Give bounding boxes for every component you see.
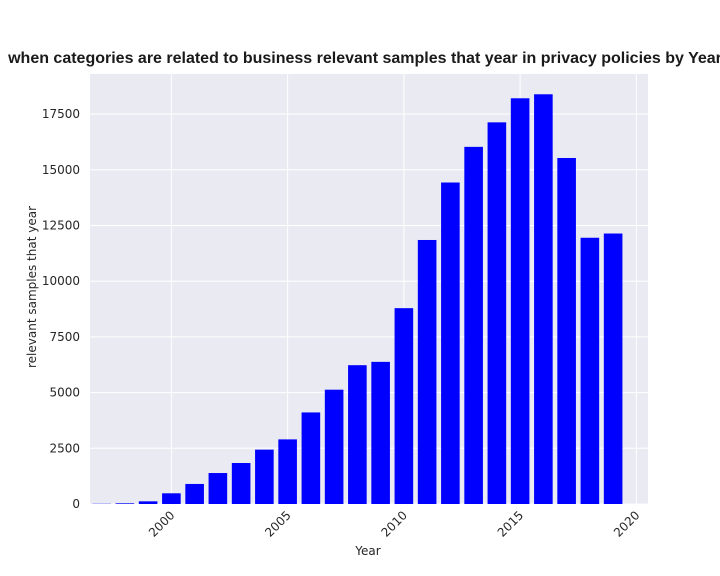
bar-2010	[394, 308, 414, 504]
bar-2014	[487, 122, 507, 504]
bar-2011	[417, 239, 437, 505]
chart-title: when categories are related to business …	[7, 50, 720, 67]
bar-2015	[510, 98, 530, 504]
x-axis-label: Year	[354, 544, 380, 558]
bar-2013	[464, 146, 483, 504]
bar-1999	[138, 501, 158, 504]
y-tick-label: 12500	[42, 219, 80, 233]
y-tick-label: 7500	[49, 330, 80, 344]
x-axis-ticks: 2000 2005 2010 2015 2020	[146, 508, 642, 539]
bar-2002	[208, 473, 228, 504]
bar-2000	[162, 493, 181, 504]
bar-2009	[371, 361, 390, 504]
plot-area	[90, 74, 648, 504]
bar-2016	[534, 94, 553, 505]
y-tick-label: 17500	[42, 107, 80, 121]
bar-2006	[301, 412, 321, 504]
bar-2017	[557, 157, 576, 504]
bar-2005	[278, 439, 297, 504]
x-tick-label: 2020	[611, 508, 642, 539]
bar-2003	[231, 463, 251, 504]
y-tick-label: 0	[72, 497, 80, 511]
y-tick-label: 2500	[49, 441, 80, 455]
bar-2008	[348, 365, 367, 504]
y-axis-ticks: 0 2500 5000 7500 10000 12500 15000 17500	[42, 107, 80, 511]
y-tick-label: 10000	[42, 274, 80, 288]
x-tick-label: 2005	[262, 508, 293, 539]
y-tick-label: 5000	[49, 386, 80, 400]
x-tick-label: 2015	[495, 508, 526, 539]
y-axis-label: relevant samples that year	[25, 206, 39, 368]
x-tick-label: 2000	[146, 508, 177, 539]
bars	[92, 94, 623, 505]
bar-2018	[580, 237, 600, 504]
bar-2007	[324, 389, 344, 504]
bar-1998	[115, 503, 135, 504]
bar-2001	[185, 483, 204, 504]
bar-2004	[255, 449, 274, 504]
y-tick-label: 15000	[42, 163, 80, 177]
bar-2019	[603, 233, 623, 504]
x-tick-label: 2010	[378, 508, 409, 539]
bar-2012	[441, 182, 460, 504]
